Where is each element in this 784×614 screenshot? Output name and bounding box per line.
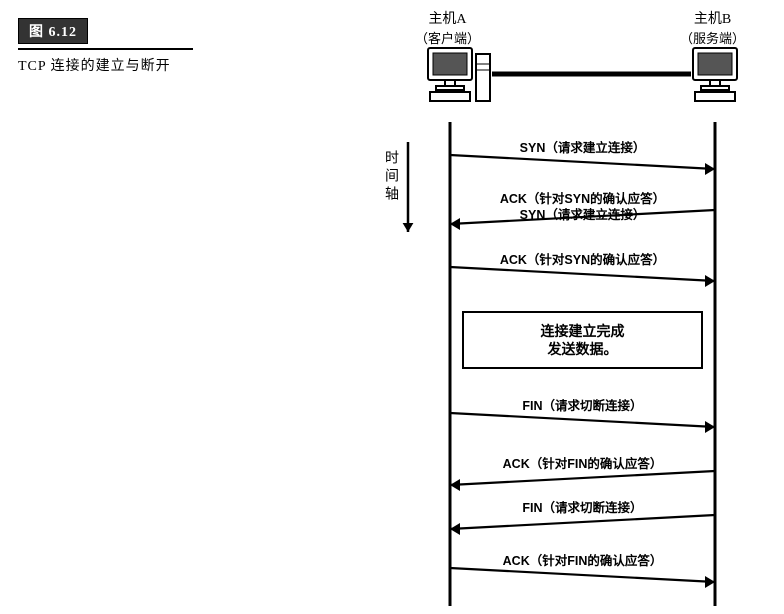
figure-title: TCP 连接的建立与断开 (18, 55, 193, 75)
svg-text:FIN（请求切断连接）: FIN（请求切断连接） (522, 500, 642, 515)
svg-text:ACK（针对FIN的确认应答）: ACK（针对FIN的确认应答） (503, 553, 663, 568)
figure-separator (18, 48, 193, 50)
svg-text:发送数据。: 发送数据。 (547, 341, 618, 358)
figure-caption: 图 6.12 TCP 连接的建立与断开 (18, 18, 193, 75)
svg-text:ACK（针对FIN的确认应答）: ACK（针对FIN的确认应答） (503, 456, 663, 471)
svg-text:连接建立完成: 连接建立完成 (541, 323, 625, 340)
figure-number-badge: 图 6.12 (18, 18, 88, 44)
svg-text:FIN（请求切断连接）: FIN（请求切断连接） (522, 398, 642, 413)
sequence-diagram: SYN（请求建立连接）ACK（针对SYN的确认应答）SYN（请求建立连接）ACK… (380, 2, 782, 614)
svg-text:ACK（针对SYN的确认应答）: ACK（针对SYN的确认应答） (500, 191, 665, 206)
svg-text:SYN（请求建立连接）: SYN（请求建立连接） (520, 140, 646, 155)
svg-text:SYN（请求建立连接）: SYN（请求建立连接） (520, 207, 646, 222)
svg-text:ACK（针对SYN的确认应答）: ACK（针对SYN的确认应答） (500, 252, 665, 267)
